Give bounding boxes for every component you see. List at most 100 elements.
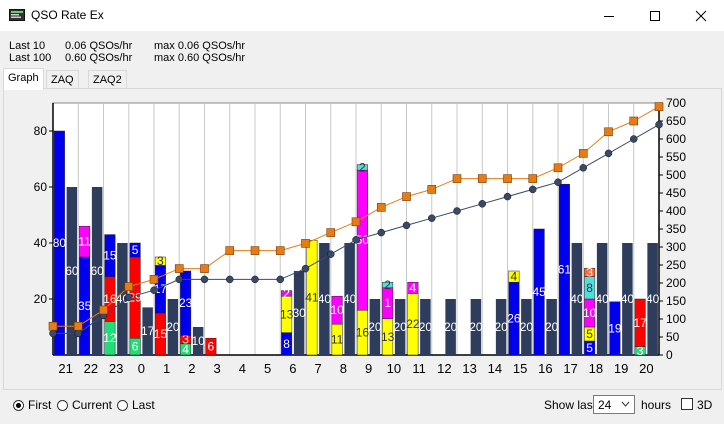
bar-segment-label: 13 xyxy=(280,307,294,321)
cumulative-dark-point xyxy=(453,207,461,215)
bar-segment-label: 4 xyxy=(511,270,518,284)
radio-first-circle[interactable] xyxy=(13,399,24,411)
radio-first[interactable]: First xyxy=(13,398,51,412)
tab-zaq[interactable]: ZAQ xyxy=(46,70,79,89)
bar-total-label: 40 xyxy=(343,292,357,306)
radio-current[interactable]: Current xyxy=(57,398,112,412)
hours-select[interactable]: 24 xyxy=(593,395,635,414)
x-tick-label: 23 xyxy=(109,361,123,376)
rate-chart: 2040608005010015020025030035040045050055… xyxy=(34,96,687,376)
cumulative-orange-point xyxy=(452,174,462,183)
bar-segment-label: 2 xyxy=(384,278,391,292)
x-tick-label: 11 xyxy=(412,361,426,376)
bar-segment-label: 2 xyxy=(359,160,366,174)
cumulative-orange-point xyxy=(604,127,613,137)
x-tick-label: 13 xyxy=(462,361,476,376)
bar-segment-label: 12 xyxy=(103,331,117,345)
bar-segment-label: 19 xyxy=(608,321,622,335)
x-tick-label: 17 xyxy=(563,361,577,376)
bar-segment-label: 17 xyxy=(633,316,647,330)
x-tick-label: 21 xyxy=(58,361,72,376)
cumulative-dark-point xyxy=(276,275,284,284)
bar-total-label: 20 xyxy=(444,320,458,334)
cumulative-dark-point xyxy=(251,275,259,284)
y-left-tick-label: 40 xyxy=(34,236,48,250)
minimize-button[interactable] xyxy=(586,0,632,31)
bar-total xyxy=(596,243,608,355)
three-d-label: 3D xyxy=(697,398,713,412)
cumulative-dark-point xyxy=(579,164,587,172)
bar-segment-label: 3 xyxy=(637,344,644,358)
bar-segment-label: 35 xyxy=(78,299,92,313)
x-tick-label: 15 xyxy=(513,361,527,376)
cumulative-dark-point xyxy=(74,329,82,338)
cumulative-dark-point xyxy=(301,264,310,273)
three-d-checkbox[interactable] xyxy=(681,398,693,410)
cumulative-orange-point xyxy=(578,149,588,158)
bar-segment xyxy=(356,164,368,171)
cumulative-orange-point xyxy=(477,174,487,183)
bar-total xyxy=(167,299,179,355)
y-left-tick-label: 80 xyxy=(34,124,48,138)
y-right-tick-label: 650 xyxy=(666,114,686,128)
y-right-tick-label: 50 xyxy=(666,330,680,344)
bar-segment-label: 15 xyxy=(103,249,117,263)
radio-current-label: Current xyxy=(72,398,113,412)
bar-total-label: 20 xyxy=(368,320,382,334)
cumulative-orange-point xyxy=(301,239,310,248)
radio-current-circle[interactable] xyxy=(57,399,68,411)
y-right-tick-label: 600 xyxy=(666,132,686,146)
bar-segment xyxy=(331,295,343,325)
cumulative-dark-point xyxy=(352,236,360,244)
x-tick-label: 19 xyxy=(614,361,628,376)
bar-segment xyxy=(79,225,91,258)
bar-total-label: 20 xyxy=(393,320,407,334)
cumulative-dark-point xyxy=(200,275,209,284)
tab-zaq2[interactable]: ZAQ2 xyxy=(88,70,127,89)
x-tick-label: 5 xyxy=(264,361,271,376)
bar-segment-label: 4 xyxy=(410,281,417,295)
bar-segment-label: 23 xyxy=(179,296,193,310)
stat-last10-max: max 0.06 QSOs/hr xyxy=(154,40,246,52)
bar-segment-label: 80 xyxy=(53,236,67,250)
y-right-tick-label: 500 xyxy=(666,168,686,182)
cumulative-orange-point xyxy=(553,163,563,173)
maximize-button[interactable] xyxy=(632,0,678,31)
cumulative-orange-point xyxy=(402,192,411,201)
bar-segment-label: 3 xyxy=(182,333,189,347)
tab-graph[interactable]: Graph xyxy=(3,68,44,90)
x-tick-label: 12 xyxy=(437,361,451,376)
radio-last[interactable]: Last xyxy=(117,398,155,412)
bottom-controls: First Current Last xyxy=(0,390,724,424)
close-button[interactable] xyxy=(678,0,724,31)
cumulative-dark-point xyxy=(478,200,486,208)
cumulative-dark-point xyxy=(529,185,537,194)
x-tick-label: 8 xyxy=(340,361,347,376)
maximize-icon xyxy=(650,10,660,21)
y-right-tick-label: 250 xyxy=(666,258,686,272)
bar-total xyxy=(142,307,153,355)
bar-segment-label: 5 xyxy=(586,327,593,341)
cumulative-orange-point xyxy=(174,264,184,273)
bar-total-label: 40 xyxy=(570,292,584,306)
bar-segment-label: 1 xyxy=(384,296,391,310)
y-right-tick-label: 150 xyxy=(666,294,686,308)
bar-total-label: 40 xyxy=(646,292,660,306)
bar-total xyxy=(192,327,204,355)
chevron-down-icon xyxy=(621,401,630,407)
cumulative-dark-point xyxy=(125,293,133,302)
cumulative-dark-point xyxy=(327,250,335,258)
stat-last100-rate: 0.60 QSOs/hr xyxy=(65,52,133,64)
radio-first-label: First xyxy=(28,398,52,412)
x-tick-label: 0 xyxy=(138,361,145,376)
hours-label: hours xyxy=(641,398,672,412)
cumulative-orange-point xyxy=(225,246,235,255)
y-right-tick-label: 300 xyxy=(666,240,686,254)
cumulative-orange-point xyxy=(48,321,58,331)
radio-last-circle[interactable] xyxy=(117,399,128,411)
window-title: QSO Rate Ex xyxy=(31,8,104,22)
stat-last100-max: max 0.60 QSOs/hr xyxy=(154,52,246,64)
x-tick-label: 7 xyxy=(315,361,322,376)
cumulative-orange-point xyxy=(124,282,134,291)
cumulative-dark-point xyxy=(402,221,411,230)
